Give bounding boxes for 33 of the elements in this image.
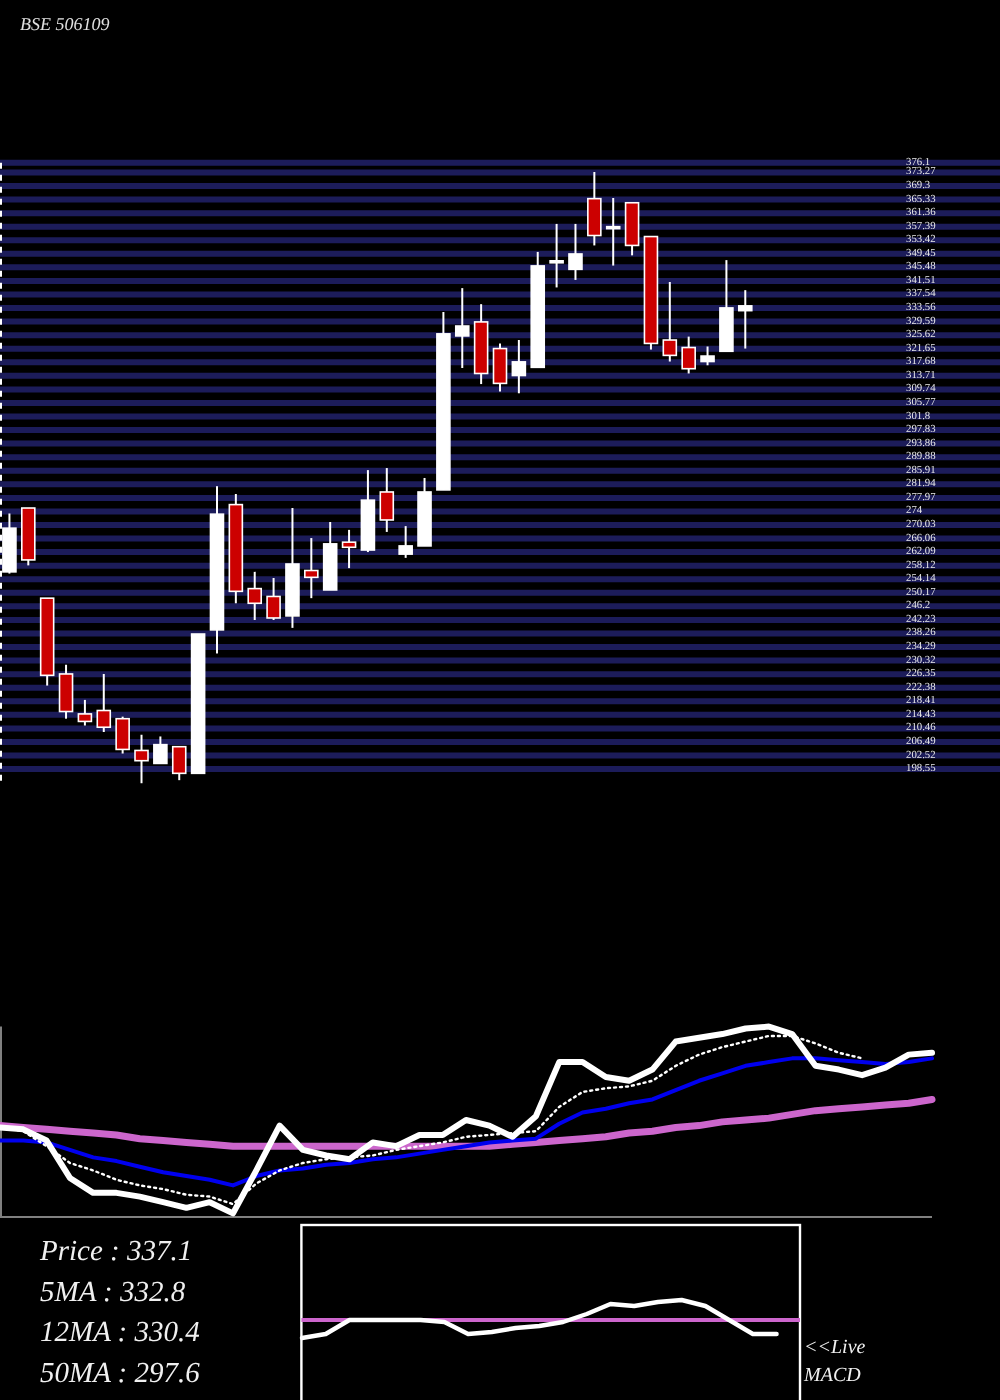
candlestick	[492, 342, 508, 393]
candlestick	[77, 698, 93, 727]
chart-title: BSE 506109	[20, 14, 111, 34]
candlestick	[379, 467, 395, 533]
candlestick	[511, 339, 527, 395]
text: 5MA : 332.8	[40, 1276, 187, 1309]
text: 12MA : 330.4	[40, 1317, 200, 1350]
candlestick	[341, 528, 357, 570]
text: 50MA : 297.6	[40, 1357, 202, 1390]
candlestick	[587, 171, 602, 247]
candlestick	[605, 196, 621, 267]
candlestick	[304, 537, 319, 600]
candlestick	[398, 525, 413, 559]
candlestick	[681, 335, 696, 375]
candlestick	[719, 259, 734, 353]
candlestick	[454, 287, 470, 370]
candlestick	[700, 345, 715, 367]
text: Price : 337.1	[38, 1236, 193, 1268]
candlestick	[247, 570, 263, 622]
candlestick	[266, 577, 281, 622]
candlestick	[58, 663, 74, 720]
candlestick	[624, 201, 640, 257]
candlestick	[568, 222, 583, 281]
candlestick	[96, 672, 112, 734]
candlestick	[134, 733, 149, 785]
candlestick	[153, 735, 168, 765]
candlestick	[115, 715, 130, 755]
candlestick	[549, 222, 564, 289]
candlestick	[322, 521, 338, 591]
candlestick	[737, 289, 753, 350]
candlestick	[662, 280, 678, 363]
candlestick	[171, 745, 187, 782]
text: <<Live MACD	[802, 1337, 867, 1387]
